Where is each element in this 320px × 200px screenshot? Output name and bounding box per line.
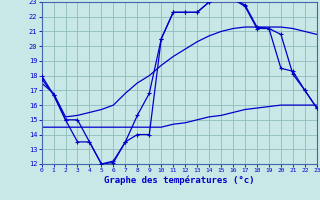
X-axis label: Graphe des températures (°c): Graphe des températures (°c) bbox=[104, 176, 254, 185]
